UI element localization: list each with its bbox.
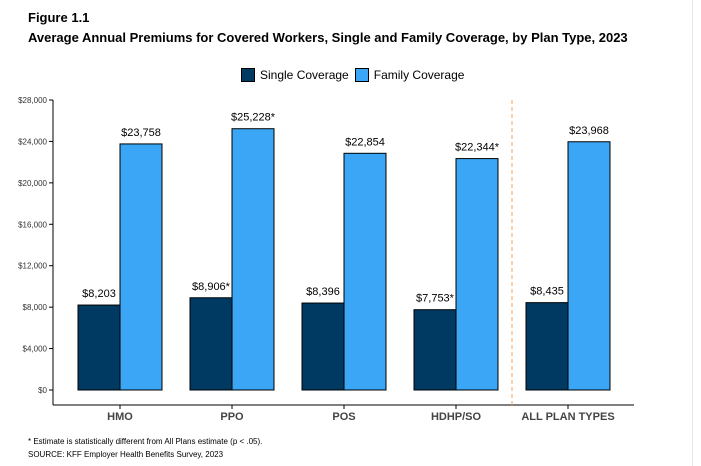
bar-family <box>119 143 163 391</box>
bar-single <box>525 302 569 391</box>
legend-item-family: Family Coverage <box>354 68 465 82</box>
bar-single <box>77 304 121 391</box>
y-tick-label: $16,000 <box>18 220 47 229</box>
legend-label-single: Single Coverage <box>260 68 349 82</box>
bar-single <box>189 297 233 391</box>
frame-border <box>692 0 693 466</box>
footnote-significance: * Estimate is statistically different fr… <box>28 437 263 446</box>
bar-family <box>231 128 275 391</box>
legend-swatch-family <box>354 68 369 82</box>
y-tick-label: $8,000 <box>23 303 48 312</box>
data-label-family: $22,344* <box>455 142 500 154</box>
bar-single <box>413 309 457 391</box>
x-tick-label: PPO <box>220 411 244 423</box>
bar-family <box>567 141 611 391</box>
footnote-source: SOURCE: KFF Employer Health Benefits Sur… <box>28 450 224 459</box>
data-label-family: $22,854 <box>345 136 385 148</box>
bar-single <box>301 302 345 391</box>
data-label-single: $8,906* <box>192 281 231 293</box>
data-label-single: $8,435 <box>530 286 564 298</box>
legend-label-family: Family Coverage <box>373 68 465 82</box>
legend-swatch-single <box>241 68 255 82</box>
x-tick-label: HDHP/SO <box>431 411 482 423</box>
y-tick-label: $24,000 <box>18 137 47 146</box>
data-label-single: $8,203 <box>82 288 116 300</box>
x-tick-label: HMO <box>107 411 133 423</box>
y-tick-label: $0 <box>38 386 47 395</box>
y-tick-label: $20,000 <box>18 179 47 188</box>
data-label-family: $25,228* <box>231 112 276 124</box>
bar-family <box>455 158 499 391</box>
y-tick-label: $12,000 <box>18 262 47 271</box>
x-tick-label: POS <box>332 411 355 423</box>
data-label-single: $7,753* <box>416 293 455 305</box>
y-tick-label: $4,000 <box>23 345 48 354</box>
bar-family <box>343 152 387 391</box>
legend: Single Coverage Family Coverage <box>241 68 470 82</box>
y-tick-label: $28,000 <box>18 96 47 105</box>
legend-item-single: Single Coverage <box>241 68 349 82</box>
data-label-family: $23,758 <box>121 127 161 139</box>
figure-label: Figure 1.1 <box>28 10 90 25</box>
data-label-single: $8,396 <box>306 286 340 298</box>
chart-title: Average Annual Premiums for Covered Work… <box>28 30 628 45</box>
data-label-family: $23,968 <box>569 125 609 137</box>
x-tick-label: ALL PLAN TYPES <box>521 411 614 423</box>
